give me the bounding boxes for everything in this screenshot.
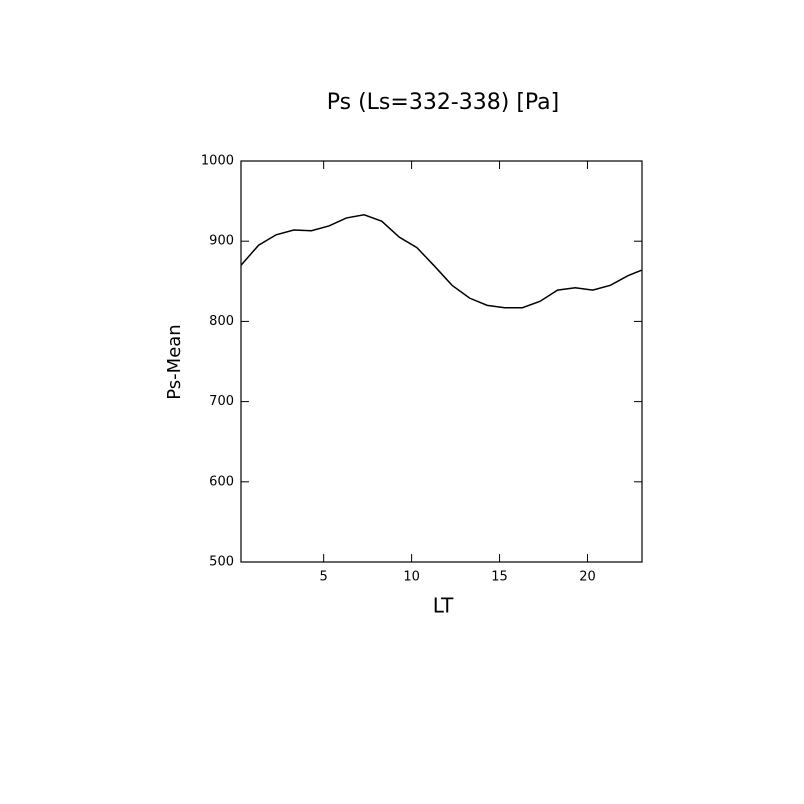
data-line — [240, 213, 643, 309]
y-tick-label: 1000 — [201, 154, 234, 169]
chart-title: Ps (Ls=332-338) [Pa] — [327, 90, 560, 115]
y-tick-label: 600 — [209, 474, 234, 489]
y-tick-label: 500 — [209, 555, 234, 570]
x-tick-label: 10 — [403, 570, 420, 585]
x-tick-label: 5 — [320, 570, 328, 585]
x-axis-label: LT — [433, 594, 454, 618]
y-tick-label: 800 — [209, 314, 234, 329]
y-tick-label: 900 — [209, 234, 234, 249]
x-tick-label: 15 — [491, 570, 508, 585]
y-tick-label: 700 — [209, 394, 234, 409]
plot-frame — [240, 160, 643, 563]
x-tick-label: 20 — [579, 570, 596, 585]
y-axis-label: Ps-Mean — [164, 324, 185, 399]
